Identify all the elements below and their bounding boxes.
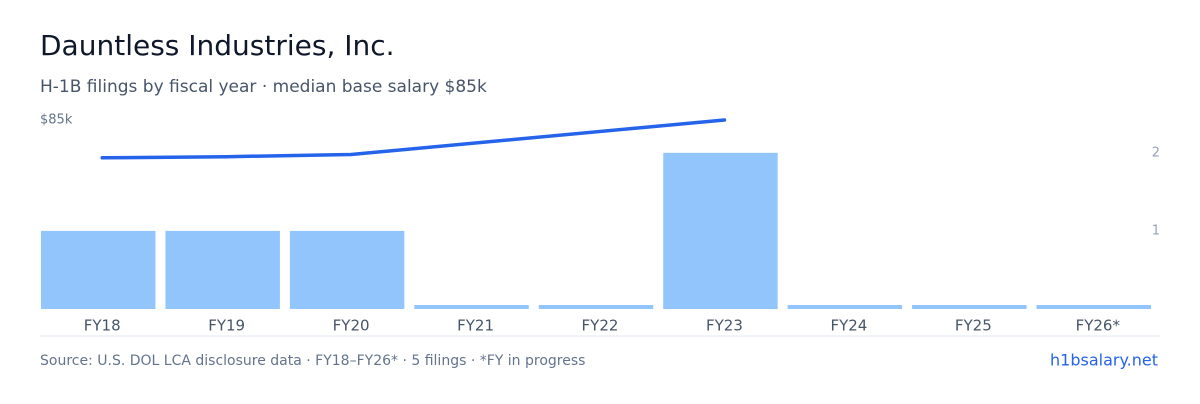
bar	[787, 305, 903, 309]
source: Source: U.S. DOL LCA disclosure data · F…	[40, 353, 585, 369]
x-tick-label: FY19	[208, 317, 245, 335]
line	[100, 118, 727, 160]
y-tick-label: $85k	[40, 113, 73, 128]
y2-tick-label: 1	[1152, 223, 1160, 238]
title: Dauntless Industries, Inc.	[40, 29, 395, 62]
x-tick-label: FY24	[830, 317, 867, 335]
bar	[414, 305, 529, 309]
bar	[289, 230, 405, 309]
x-tick-label: FY25	[955, 317, 992, 335]
y2-tick-label: 2	[1152, 145, 1160, 160]
bar	[663, 152, 778, 309]
x-tick-label: FY21	[457, 317, 494, 335]
bar	[1036, 305, 1151, 309]
x-tick-label: FY18	[84, 317, 121, 335]
bar	[41, 230, 156, 309]
bar	[912, 305, 1027, 309]
bar	[538, 305, 654, 309]
subtitle: H-1B filings by fiscal year · median bas…	[40, 77, 487, 97]
bar	[165, 230, 280, 309]
x-tick-label: FY22	[582, 317, 619, 335]
link[interactable]: h1bsalary.net	[1050, 351, 1158, 370]
x-tick-label: FY20	[333, 317, 370, 335]
x-tick-label: FY26*	[1076, 317, 1121, 335]
x-tick-label: FY23	[706, 317, 743, 335]
